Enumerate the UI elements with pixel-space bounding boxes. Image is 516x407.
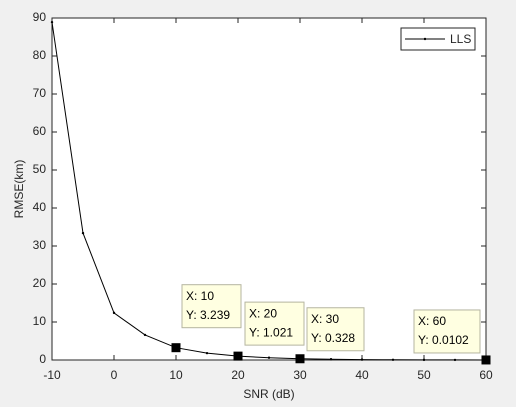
datatip-text: X: 30 bbox=[311, 312, 339, 326]
datatip-box bbox=[244, 301, 305, 346]
datatip-marker bbox=[233, 351, 243, 361]
datatip: X: 30 Y: 0.328 bbox=[306, 307, 365, 352]
datatip-box bbox=[413, 309, 481, 354]
datatip-text: Y: 0.0102 bbox=[418, 333, 469, 347]
datatip-box bbox=[181, 284, 242, 329]
y-tick-label: 60 bbox=[33, 124, 47, 138]
x-tick-label: 0 bbox=[111, 368, 118, 382]
x-tick-label: 20 bbox=[231, 368, 245, 382]
datatip: X: 10 Y: 3.239 bbox=[181, 284, 242, 329]
datatip: X: 60 Y: 0.0102 bbox=[413, 309, 481, 354]
point bbox=[143, 333, 147, 337]
y-axis-label: RMSE(km) bbox=[12, 160, 26, 219]
datatip-text: Y: 3.239 bbox=[186, 308, 230, 322]
y-tick-label: 50 bbox=[33, 162, 47, 176]
x-tick-label: 60 bbox=[479, 368, 493, 382]
x-tick-label: 40 bbox=[355, 368, 369, 382]
datatip-text: Y: 1.021 bbox=[249, 325, 293, 339]
x-axis-label: SNR (dB) bbox=[243, 387, 294, 401]
point bbox=[329, 358, 333, 361]
point bbox=[81, 231, 85, 235]
x-tick-label: 10 bbox=[169, 368, 183, 382]
point bbox=[422, 358, 426, 362]
y-tick-label: 10 bbox=[33, 314, 47, 328]
datatip-text: Y: 0.328 bbox=[311, 331, 355, 345]
datatip: X: 20 Y: 1.021 bbox=[244, 301, 305, 346]
y-tick-label: 80 bbox=[33, 48, 47, 62]
datatip-marker bbox=[295, 354, 305, 364]
x-tick-label: 50 bbox=[417, 368, 431, 382]
datatip-box bbox=[306, 307, 365, 352]
datatip-text: X: 20 bbox=[249, 306, 277, 320]
x-tick-label: -10 bbox=[43, 368, 61, 382]
y-tick-label: 70 bbox=[33, 86, 47, 100]
y-tick-label: 0 bbox=[39, 352, 46, 366]
point bbox=[391, 358, 395, 362]
y-tick-label: 20 bbox=[33, 276, 47, 290]
point bbox=[267, 356, 271, 359]
point bbox=[205, 351, 209, 355]
point bbox=[360, 358, 364, 361]
y-tick-label: 90 bbox=[33, 10, 47, 24]
legend-marker bbox=[423, 37, 427, 41]
datatip-text: X: 10 bbox=[186, 289, 214, 303]
legend-label: LLS bbox=[450, 32, 471, 46]
datatip-marker bbox=[481, 355, 491, 365]
axes-box bbox=[51, 17, 487, 361]
datatip-marker bbox=[171, 343, 181, 353]
point bbox=[50, 20, 54, 24]
y-tick-label: 30 bbox=[33, 238, 47, 252]
point bbox=[112, 311, 116, 315]
legend: LLS bbox=[400, 27, 476, 51]
x-tick-label: 30 bbox=[293, 368, 307, 382]
y-tick-label: 40 bbox=[33, 200, 47, 214]
datatip-text: X: 60 bbox=[418, 314, 446, 328]
point bbox=[453, 358, 457, 362]
